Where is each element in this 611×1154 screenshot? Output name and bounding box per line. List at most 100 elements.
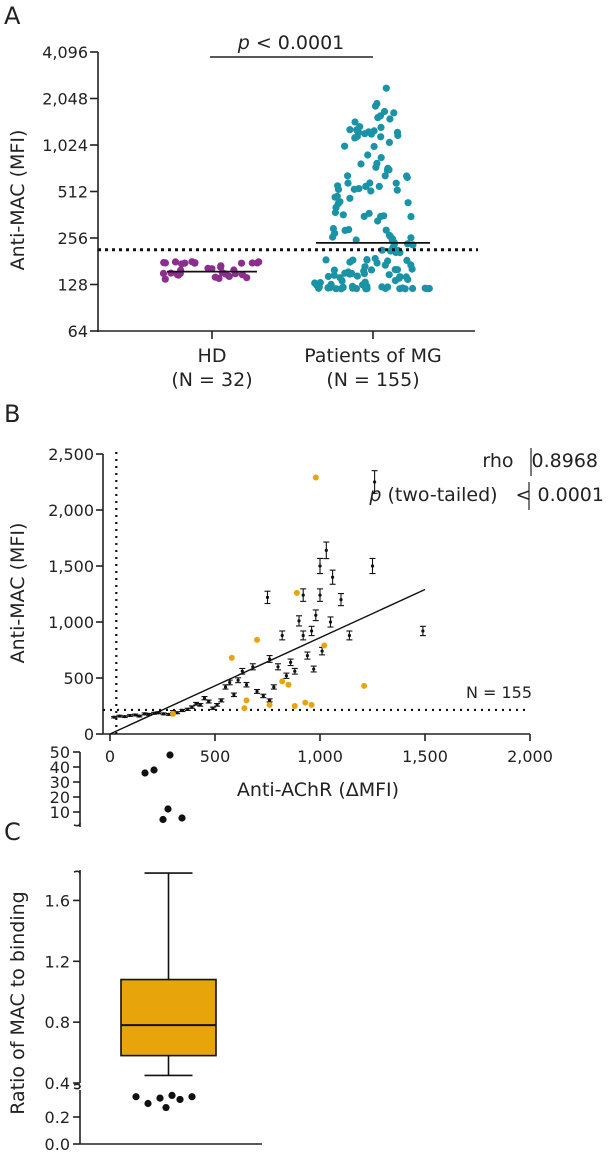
panel-a-y-tick-label: 256 — [57, 229, 88, 248]
panel-b-point — [312, 667, 316, 671]
panel-b-x-tick-label: 1,000 — [297, 747, 343, 766]
panel-a: A Anti-MAC (MFI) HD (N = 32) Patients of… — [4, 2, 478, 391]
panel-b-y-tick-label: 2,000 — [48, 501, 94, 520]
panel-b-point — [211, 706, 215, 710]
panel-a-dot-mg — [351, 118, 359, 126]
panel-a-dot-hd — [204, 264, 212, 272]
panel-b-y-tick-label: 1,000 — [48, 613, 94, 632]
panel-a-y-tick-label: 64 — [68, 322, 88, 341]
panel-b-point — [128, 713, 132, 718]
panel-a-dots — [159, 84, 433, 293]
panel-a-dot-mg — [336, 274, 344, 282]
panel-b-point — [167, 712, 171, 717]
panel-a-dot-mg — [348, 269, 356, 278]
panel-a-y-tick-label: 2,048 — [42, 90, 88, 109]
panel-b-y-tick-label: 1,500 — [48, 557, 94, 576]
panel-c-axis-break — [73, 822, 81, 827]
panel-a-dot-mg — [391, 277, 399, 285]
panel-a-dot-mg — [370, 127, 378, 135]
panel-a-dot-mg — [408, 265, 416, 273]
panel-a-dot-mg — [362, 182, 370, 190]
panel-a-dot-mg — [344, 172, 352, 180]
panel-a-category-mg: Patients of MG — [304, 345, 442, 367]
panel-a-dot-mg — [373, 159, 381, 167]
panel-a-dot-mg — [349, 256, 357, 264]
panel-a-dot-mg — [377, 123, 385, 131]
panel-a-dot-mg — [377, 133, 385, 141]
panel-c-outlier-low — [162, 1103, 170, 1112]
panel-b-y-tick-label: 500 — [63, 669, 94, 688]
panel-b-point — [373, 480, 377, 484]
panel-a-dot-mg — [393, 186, 401, 194]
panel-c-y-tick-label: 10 — [50, 803, 70, 822]
panel-b-p-symbol: p — [368, 484, 381, 506]
panel-b-point-highlight — [254, 636, 260, 643]
panel-a-dot-mg — [381, 172, 389, 180]
panel-c-y-tick-label: 1.6 — [45, 891, 70, 910]
panel-a-dot-mg — [403, 256, 411, 264]
panel-a-dot-mg — [346, 194, 354, 202]
panel-b-point — [339, 598, 343, 602]
panel-a-dot-mg — [353, 272, 361, 280]
panel-a-dot-hd — [237, 259, 246, 267]
panel-b-point — [301, 633, 305, 638]
panel-b-point — [215, 703, 219, 707]
panel-b-point — [301, 593, 305, 597]
panel-a-dot-mg — [344, 179, 352, 187]
panel-a-p-value: p < 0.0001 — [237, 32, 345, 54]
panel-a-dot-mg — [365, 128, 373, 136]
panel-b-p-number: < 0.0001 — [516, 484, 604, 506]
panel-a-dot-mg — [407, 234, 415, 242]
panel-b-point-highlight — [291, 703, 298, 709]
panel-a-dot-mg — [404, 199, 412, 207]
panel-a-dot-mg — [386, 115, 394, 123]
panel-b-point — [305, 654, 309, 658]
panel-b-p-label: (two-tailed) — [381, 484, 497, 506]
panel-c-outlier-low — [156, 1094, 164, 1102]
panel-a-dot-mg — [364, 151, 372, 159]
panel-a-dot-mg — [404, 240, 412, 248]
panel-b-point-highlight — [302, 699, 309, 706]
panel-c-outlier-low — [176, 1095, 184, 1104]
panel-c-y-tick-label: 20 — [50, 788, 70, 807]
panel-a-dot-mg — [315, 283, 323, 291]
panel-a-y-tick-label: 1,024 — [42, 136, 88, 155]
panel-a-dot-mg — [327, 280, 335, 288]
panel-c-y-tick-label: 0.2 — [45, 1108, 70, 1127]
panel-a-y-tick-label: 128 — [57, 276, 88, 295]
panel-b-point — [161, 712, 166, 716]
panel-c-outlier-low — [132, 1093, 140, 1101]
panel-b: B Anti-MAC (MFI) Anti-AChR (ΔMFI) rho 0.8… — [4, 400, 604, 801]
panel-a-dot-mg — [337, 285, 345, 293]
panel-c-y-tick-label: 0.0 — [45, 1135, 70, 1154]
panel-b-point-highlight — [293, 589, 300, 596]
panel-a-dot-mg — [330, 266, 338, 274]
panel-b-point — [347, 633, 351, 638]
panel-a-dot-mg — [330, 271, 338, 279]
panel-b-point — [202, 696, 207, 700]
panel-a-dot-mg — [329, 233, 337, 241]
panel-b-rho: rho 0.8968 — [482, 450, 598, 472]
panel-a-dot-mg — [393, 266, 402, 274]
panel-b-point — [244, 683, 249, 687]
panel-b-point — [297, 619, 301, 623]
panel-a-dot-mg — [332, 203, 340, 211]
panel-a-dot-hd — [161, 259, 169, 267]
panel-a-dot-mg — [392, 179, 400, 187]
panel-b-point — [310, 629, 314, 633]
panel-a-dot-mg — [332, 285, 340, 293]
panel-b-point — [207, 699, 211, 704]
panel-b-point-highlight — [241, 705, 248, 712]
panel-a-dot-mg — [396, 285, 404, 293]
panel-b-point — [194, 702, 198, 706]
panel-a-p-text: < 0.0001 — [250, 32, 344, 54]
panel-b-point-highlight — [228, 654, 235, 661]
panel-b-point — [421, 629, 425, 633]
panel-b-point — [272, 685, 276, 689]
panel-b-x-tick-label: 2,000 — [507, 747, 553, 766]
panel-b-point-highlight — [243, 697, 250, 704]
panel-b-point — [240, 669, 244, 673]
panel-a-dot-mg — [373, 259, 381, 267]
panel-c-y-tick-label: 40 — [50, 758, 70, 777]
